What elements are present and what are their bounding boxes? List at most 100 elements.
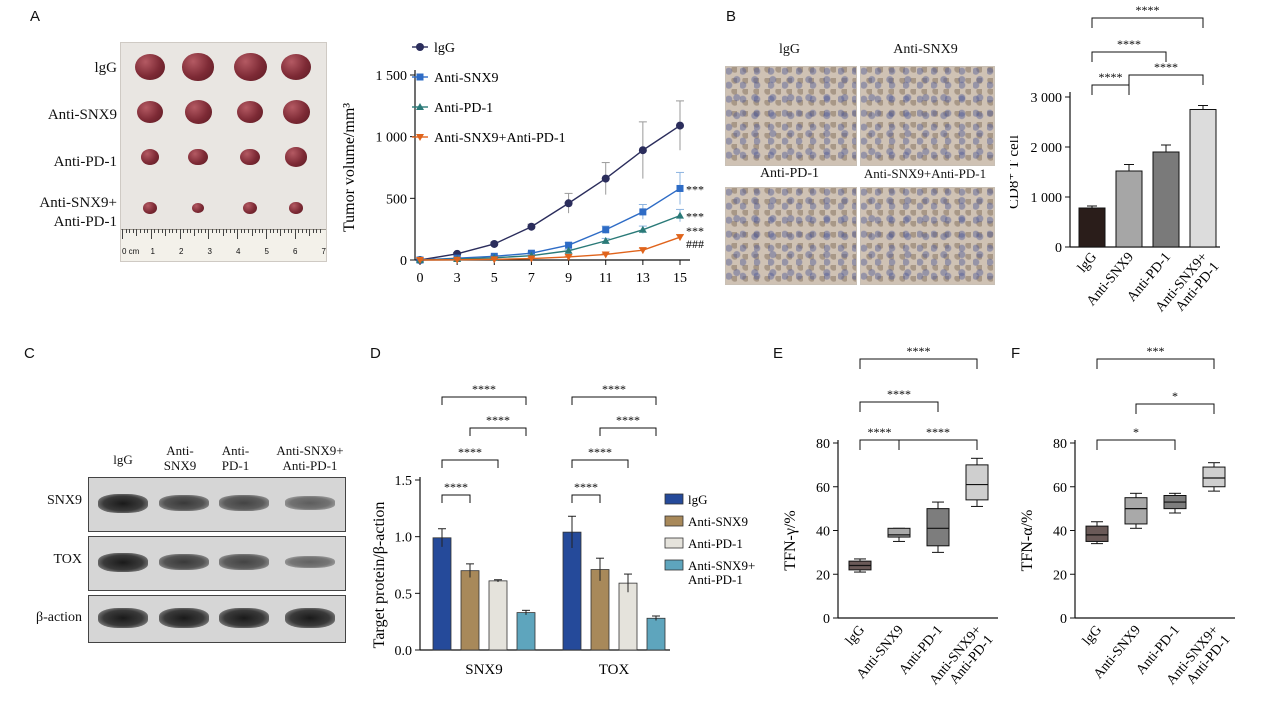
significance-label: **** [574, 480, 598, 494]
significance-bracket [1096, 358, 1215, 369]
ruler-tick [309, 229, 311, 236]
legend-label: Anti-PD-1 [434, 101, 493, 116]
bar [646, 617, 666, 651]
wb-row-label-tox: TOX [53, 552, 82, 567]
wb-band [219, 495, 269, 511]
wb-band [159, 608, 209, 628]
x-tick-label: lgG [1080, 623, 1105, 649]
legend-label: lgG [688, 492, 708, 507]
wb-band [159, 494, 209, 512]
y-tick-label: 40 [816, 525, 830, 540]
tumor-specimen [282, 100, 310, 124]
data-point [601, 174, 610, 183]
bar [562, 531, 582, 651]
ruler-tick [258, 229, 260, 233]
tumor-specimen [233, 52, 267, 82]
data-point [564, 253, 573, 261]
bar [1078, 207, 1106, 248]
legend-marker [416, 43, 424, 51]
ruler-tick [204, 229, 206, 233]
legend-label: lgG [434, 41, 455, 56]
photo-row-label-combo-1: Anti-SNX9+ [39, 195, 117, 211]
ruler-tick [291, 229, 293, 233]
significance-bracket [1091, 17, 1204, 28]
y-axis-label: Tumor volume/mm³ [341, 103, 358, 232]
y-tick-label: 20 [1053, 568, 1067, 583]
significance-label: **** [887, 387, 911, 401]
y-tick-label: 0.5 [395, 587, 413, 602]
significance-label: *** [686, 210, 704, 224]
photo-row-label-lgg: lgG [94, 60, 118, 76]
ruler-label: 7 [321, 247, 326, 256]
ruler-tick [305, 229, 307, 233]
data-point [601, 236, 610, 244]
significance-bracket [469, 427, 527, 436]
significance-bracket [441, 459, 499, 468]
significance-bracket [599, 427, 657, 436]
wb-row-label-snx9: SNX9 [46, 493, 82, 508]
legend-label: Anti-SNX9 [434, 71, 499, 86]
significance-label: **** [486, 413, 510, 427]
significance-label: **** [1136, 3, 1160, 17]
significance-label: **** [907, 344, 931, 358]
ruler-tick [201, 229, 203, 233]
x-tick-label: 13 [636, 271, 650, 286]
bar [516, 612, 536, 651]
y-tick-label: 20 [816, 568, 830, 583]
ihc-label-combo: Anti-SNX9+Anti-PD-1 [863, 166, 987, 181]
box [887, 527, 911, 538]
bar [488, 580, 508, 651]
y-axis-label: TFN-α/% [1019, 510, 1036, 572]
significance-bracket [571, 396, 657, 405]
data-point [527, 255, 536, 263]
ruler-tick [244, 229, 246, 233]
tumor-specimen [184, 100, 212, 124]
data-point [638, 146, 647, 155]
ruler-tick [194, 229, 195, 236]
bar [618, 582, 638, 651]
significance-label: **** [1117, 37, 1141, 51]
ruler-label: 5 [264, 247, 269, 256]
wb-band [285, 496, 335, 510]
bar [460, 570, 480, 651]
tumor-specimen [182, 53, 214, 81]
data-point [639, 208, 647, 216]
ihc-label-snx9: Anti-SNX9 [893, 42, 958, 57]
ihc-label-lgg: lgG [779, 42, 800, 57]
panel-label-c: C [24, 345, 35, 362]
box [965, 464, 989, 501]
legend-swatch [664, 493, 684, 505]
ruler-tick [222, 229, 224, 236]
wb-lane-label-lgg: lgG [113, 452, 133, 467]
ruler-tick [320, 229, 321, 233]
ruler-tick [168, 229, 170, 233]
tumor-specimen [240, 148, 260, 166]
wb-band [98, 493, 148, 513]
series-line [419, 187, 681, 261]
significance-label: **** [602, 382, 626, 396]
data-point [416, 257, 424, 264]
photo-row-label-combo-2: Anti-PD-1 [53, 214, 117, 230]
significance-bracket [859, 358, 978, 369]
data-point [676, 121, 684, 130]
wb-band [285, 608, 335, 628]
ruler-label: 1 [150, 247, 155, 256]
ruler-label: 0 cm [122, 247, 140, 256]
tumor-specimen [191, 202, 205, 214]
x-tick-label: 9 [565, 271, 572, 286]
significance-bracket [571, 494, 601, 503]
significance-label: *** [686, 182, 704, 196]
ruler-tick [190, 229, 192, 233]
tumor-specimen [137, 100, 163, 124]
bar [1189, 109, 1217, 248]
y-tick-label: 60 [816, 481, 830, 496]
panel-label-b: B [726, 8, 737, 25]
y-axis-label: TFN-γ/% [782, 510, 799, 570]
ruler-tick [276, 229, 278, 233]
x-tick-label: 0 [417, 271, 424, 286]
wb-band [98, 608, 148, 628]
data-point [490, 256, 499, 264]
significance-label: **** [588, 445, 612, 459]
legend-swatch [664, 515, 684, 527]
significance-label: *** [1147, 344, 1165, 358]
